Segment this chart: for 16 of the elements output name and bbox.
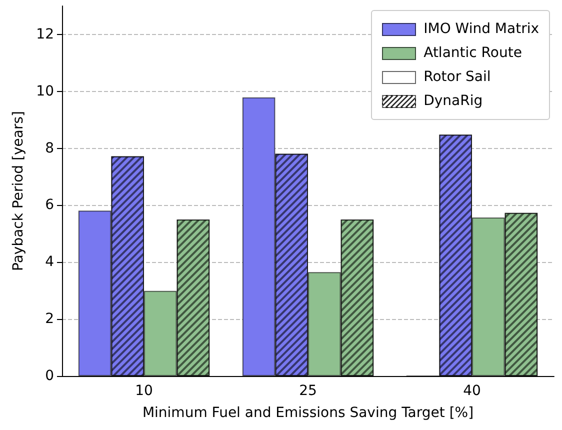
- annotation: Rotor Sail: [424, 69, 491, 85]
- y-tick-label: 4: [45, 254, 54, 270]
- y-tick-label: 12: [36, 26, 54, 42]
- x-tick-label: 40: [463, 383, 481, 399]
- y-tick-label: 10: [36, 83, 54, 100]
- y-tick-label: 0: [45, 368, 54, 384]
- annotation: IMO Wind Matrix: [424, 21, 539, 37]
- annotation: DynaRig: [424, 93, 483, 109]
- y-tick-label: 2: [45, 311, 54, 328]
- x-tick-label: 10: [135, 383, 153, 399]
- annotation: Atlantic Route: [424, 45, 522, 61]
- y-tick-label: 6: [45, 197, 54, 214]
- x-axis-title: Minimum Fuel and Emissions Saving Target [%]: [142, 405, 474, 421]
- x-tick-label: 25: [299, 383, 317, 399]
- y-axis-title: Payback Period [years]: [10, 111, 26, 271]
- y-tick-label: 8: [45, 140, 54, 156]
